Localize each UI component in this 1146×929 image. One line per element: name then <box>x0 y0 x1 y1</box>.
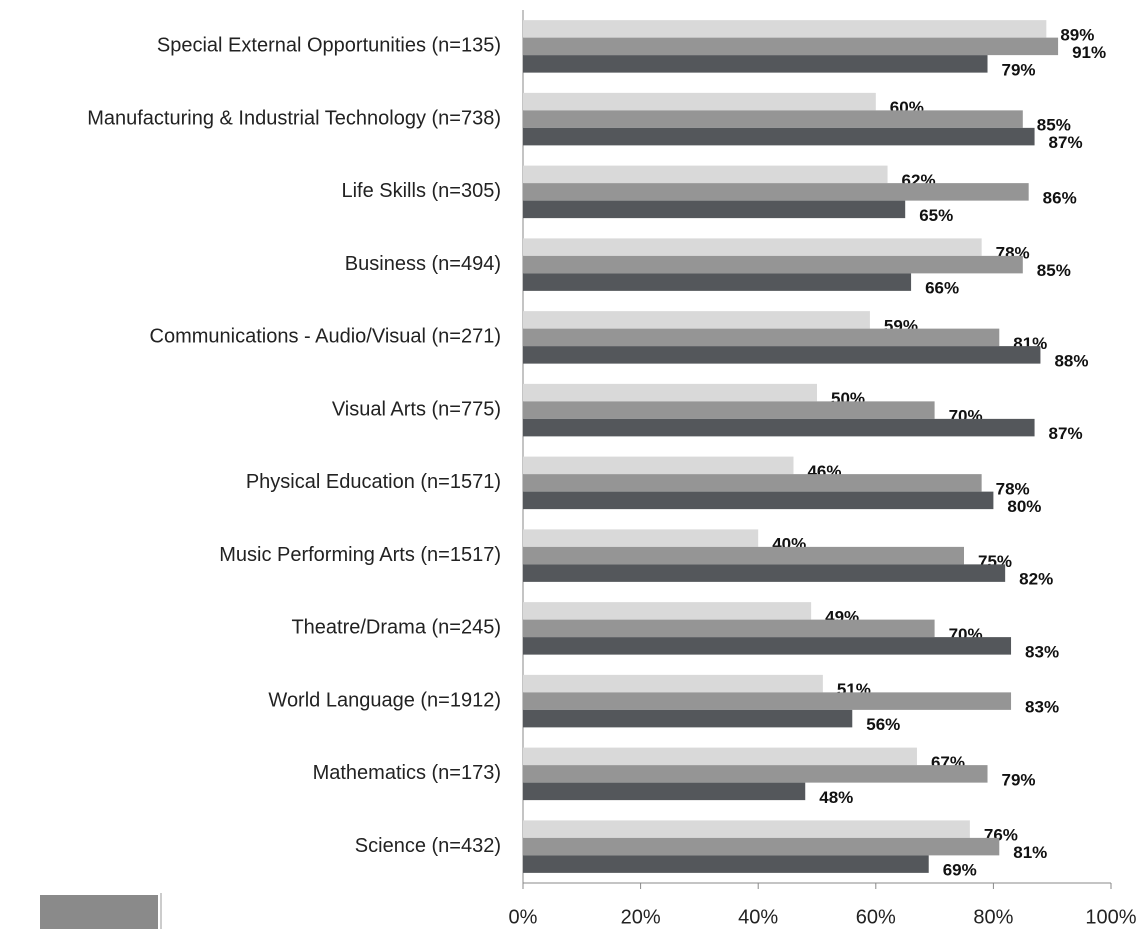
value-label: 87% <box>1049 424 1083 443</box>
bar <box>523 238 982 256</box>
bar <box>523 474 982 492</box>
bar <box>523 637 1012 655</box>
bar <box>523 709 853 728</box>
bar <box>523 765 988 783</box>
value-label: 78% <box>996 479 1030 498</box>
y-tick-label: Science (n=432) <box>355 835 501 857</box>
value-label: 82% <box>1019 570 1053 589</box>
bar <box>523 692 1012 710</box>
bar <box>523 273 912 291</box>
x-tick-label: 0% <box>509 906 538 928</box>
y-tick-label: Manufacturing & Industrial Technology (n… <box>87 107 501 129</box>
bar <box>523 311 870 329</box>
value-label: 91% <box>1072 43 1106 62</box>
bar <box>523 165 888 184</box>
value-label: 69% <box>943 861 977 880</box>
value-label: 79% <box>1002 770 1036 789</box>
bar <box>523 782 806 801</box>
value-label: 86% <box>1043 188 1077 207</box>
bar <box>523 837 1000 856</box>
bar <box>523 401 935 419</box>
bar <box>523 602 812 620</box>
bar <box>523 619 935 638</box>
bar <box>523 110 1023 128</box>
y-tick-label: Music Performing Arts (n=1517) <box>219 544 501 566</box>
bar <box>523 546 964 565</box>
y-tick-label: Business (n=494) <box>345 253 501 275</box>
x-tick-label: 100% <box>1085 906 1136 928</box>
bar <box>523 92 876 111</box>
y-tick-label: Life Skills (n=305) <box>341 180 501 202</box>
value-label: 48% <box>819 788 853 807</box>
bar <box>523 747 917 766</box>
value-label: 81% <box>1013 843 1047 862</box>
x-tick-label: 80% <box>973 906 1013 928</box>
y-tick-label: Physical Education (n=1571) <box>246 471 501 493</box>
bar <box>523 855 929 873</box>
y-tick-label: Visual Arts (n=775) <box>332 398 501 420</box>
value-label: 79% <box>1002 60 1036 79</box>
bar <box>523 127 1035 146</box>
logo <box>40 895 158 929</box>
bar <box>523 456 794 475</box>
x-tick-label: 60% <box>856 906 896 928</box>
value-label: 56% <box>866 715 900 734</box>
value-label: 66% <box>925 279 959 298</box>
value-label: 80% <box>1007 497 1041 516</box>
value-label: 83% <box>1025 698 1059 717</box>
y-tick-label: Mathematics (n=173) <box>313 762 501 784</box>
bar <box>523 55 988 73</box>
y-tick-label: World Language (n=1912) <box>268 689 501 711</box>
bar <box>523 529 759 547</box>
bar <box>523 346 1041 364</box>
y-tick-label: Theatre/Drama (n=245) <box>291 617 501 639</box>
bar <box>523 20 1047 38</box>
value-label: 89% <box>1060 25 1094 44</box>
value-label: 83% <box>1025 642 1059 661</box>
y-tick-label: Communications - Audio/Visual (n=271) <box>150 326 501 348</box>
value-label: 65% <box>919 206 953 225</box>
bar <box>523 491 994 510</box>
value-label: 85% <box>1037 261 1071 280</box>
bar <box>523 328 1000 347</box>
value-label: 88% <box>1054 351 1088 370</box>
y-tick-label: Special External Opportunities (n=135) <box>157 35 501 57</box>
bar <box>523 564 1006 582</box>
bar <box>523 255 1023 274</box>
bar <box>523 674 823 693</box>
value-label: 87% <box>1049 133 1083 152</box>
bar <box>523 37 1059 56</box>
bar <box>523 383 817 402</box>
bar <box>523 418 1035 437</box>
bar <box>523 183 1029 201</box>
x-tick-label: 20% <box>621 906 661 928</box>
value-label: 85% <box>1037 116 1071 135</box>
bar <box>523 820 970 838</box>
bar <box>523 200 906 219</box>
x-tick-label: 40% <box>738 906 778 928</box>
